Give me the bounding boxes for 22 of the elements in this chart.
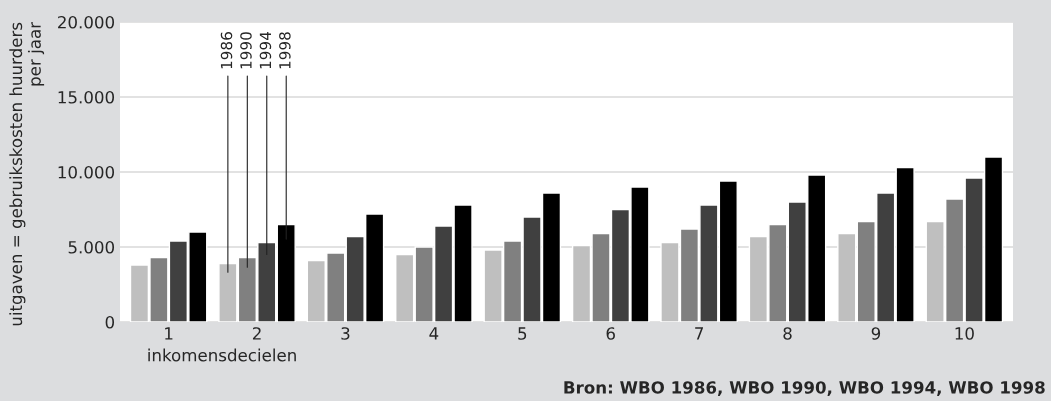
y-tick-label: 20.000 [58,15,115,29]
text: 1986 [220,32,233,69]
y-tick-label: 10.000 [58,165,115,179]
x-tick-label: 7 [695,327,703,340]
y-tick-label: 0 [105,315,115,329]
x-tick-label: 8 [783,327,792,340]
text: Bron: WBO 1986, WBO 1990, WBO 1994, WBO 1998 [564,381,1045,396]
x-tick-label: 1 [165,327,173,340]
y-tick-label: 5.000 [68,240,115,254]
x-tick-label: 10 [955,327,974,340]
x-tick-label: 4 [429,327,439,340]
x-axis-title: inkomensdecielen [148,348,296,362]
y-axis-title: uitgaven = gebruikskosten huurders per jaar [9,22,45,326]
text: 1990 [240,32,252,69]
text: 1998 [279,32,291,69]
x-tick-label: 2 [252,327,261,340]
x-tick-label: 9 [871,327,881,340]
text: 1994 [259,31,272,69]
y-tick-label: 15.000 [58,90,115,104]
x-tick-label: 3 [341,327,350,340]
x-tick-label: 5 [518,327,527,340]
x-tick-label: 6 [606,327,615,340]
